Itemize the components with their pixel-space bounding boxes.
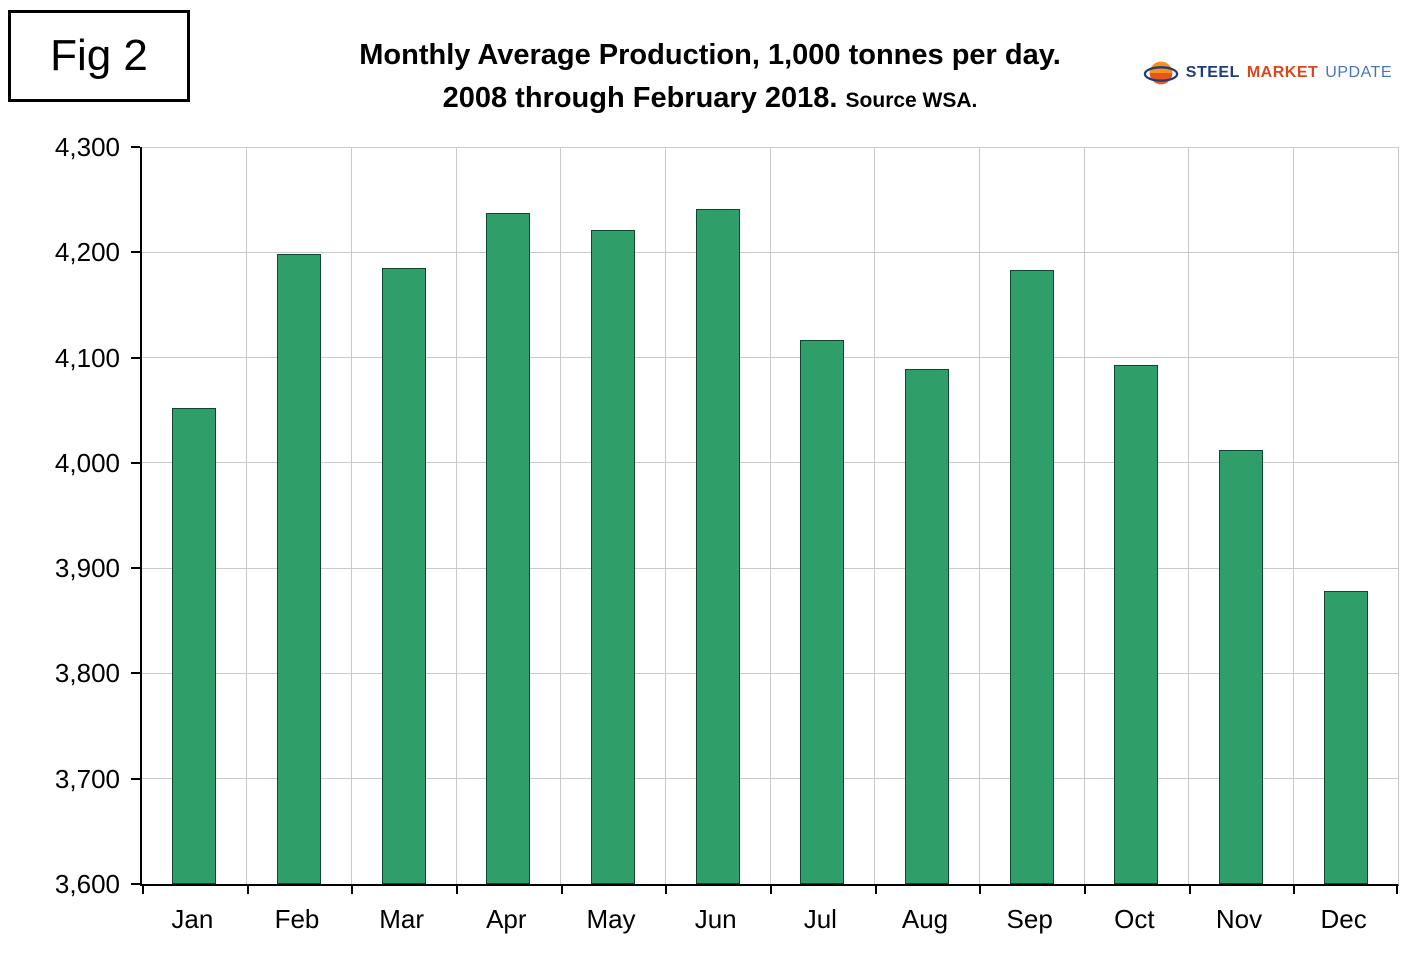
x-axis-category-label: May: [586, 904, 636, 934]
bar-nov: [1219, 450, 1263, 884]
logo-word-update: UPDATE: [1325, 64, 1392, 81]
smu-logo: STEEL MARKET UPDATE: [1143, 58, 1392, 88]
x-axis-labels: Jan Feb Mar Apr May Jun Jul Aug Sep Oct Nov Dec: [140, 894, 1396, 944]
x-axis-category-label: Mar: [379, 904, 425, 934]
vertical-gridline: [455, 147, 457, 884]
x-axis-category-label: Aug: [901, 904, 949, 934]
x-axis-category-label: Jul: [803, 904, 837, 934]
x-axis-tick: [770, 886, 772, 894]
chart-title-line2-text: 2008 through February 2018.: [442, 82, 838, 115]
y-axis-tick: [131, 777, 140, 780]
logo-word-steel: STEEL: [1185, 64, 1240, 81]
vertical-gridline: [769, 147, 771, 884]
chart-title-line1: Monthly Average Production, 1,000 tonnes…: [359, 39, 1061, 71]
x-axis-tick: [1396, 886, 1398, 894]
x-axis-tick: [142, 886, 144, 894]
y-axis-tick: [131, 461, 140, 464]
vertical-gridline: [1188, 147, 1190, 884]
chart-source-note: Source WSA.: [845, 89, 978, 113]
y-axis-tick-label: 3,900: [54, 553, 120, 584]
x-axis-category-label: Oct: [1114, 904, 1155, 934]
y-axis-tick: [131, 146, 140, 148]
x-axis-tick: [1188, 886, 1191, 894]
y-axis-tick-label: 3,600: [54, 869, 120, 899]
y-axis-tick-label: 4,200: [54, 237, 120, 268]
y-axis-tick: [131, 883, 140, 885]
vertical-gridline: [1292, 147, 1294, 884]
vertical-gridline: [560, 147, 562, 884]
x-axis-tick: [456, 886, 458, 894]
bar-jun: [695, 209, 740, 884]
bar-oct: [1114, 364, 1159, 884]
bar-mar: [381, 268, 426, 884]
x-axis-category-label: Apr: [486, 904, 527, 934]
y-axis-tick-label: 4,100: [54, 342, 120, 373]
y-axis-tick: [131, 567, 140, 570]
y-axis-tick-label: 3,700: [54, 763, 120, 794]
y-axis-tick-label: 4,000: [54, 447, 120, 478]
bar-jan: [172, 408, 217, 884]
bar-may: [591, 230, 635, 884]
bar-dec: [1323, 591, 1368, 884]
figure-label-box: Fig 2: [8, 10, 190, 102]
x-axis-tick: [979, 886, 982, 894]
x-axis-category-label: Nov: [1215, 904, 1263, 934]
logo-word-market: MARKET: [1246, 64, 1319, 81]
x-axis-tick: [246, 886, 249, 894]
bar-feb: [277, 254, 321, 884]
y-axis-tick: [131, 356, 140, 359]
bar-jul: [800, 339, 845, 884]
x-axis-category-label: Jun: [694, 904, 737, 934]
bar-apr: [486, 213, 531, 884]
x-axis-category-label: Dec: [1320, 904, 1367, 934]
x-axis-category-label: Sep: [1006, 904, 1053, 934]
y-axis-tick: [131, 672, 140, 675]
vertical-gridline: [978, 147, 980, 884]
vertical-gridline: [874, 147, 876, 884]
bar-sep: [1009, 270, 1054, 884]
y-axis-tick: [131, 251, 140, 254]
plot-area: [131, 146, 1399, 894]
chart-title-line2: 2008 through February 2018. Source WSA.: [190, 79, 1230, 118]
x-axis-category-label: Feb: [274, 904, 320, 934]
x-axis-tick: [1293, 886, 1296, 894]
x-axis-tick: [351, 886, 354, 894]
figure-label: Fig 2: [50, 31, 148, 80]
x-axis-tick: [1084, 886, 1086, 894]
x-axis-tick: [560, 886, 563, 894]
y-axis-tick-label: 4,300: [54, 132, 120, 162]
x-axis-category-label: Jan: [171, 904, 214, 934]
vertical-gridline: [350, 147, 352, 884]
x-axis-tick: [665, 886, 668, 894]
vertical-gridline: [664, 147, 666, 884]
vertical-gridline: [246, 147, 248, 884]
x-axis-tick: [874, 886, 877, 894]
chart-title: Monthly Average Production, 1,000 tonnes…: [190, 36, 1230, 118]
bar-aug: [905, 369, 949, 884]
y-axis-labels: 3,600 3,700 3,800 3,900 4,000 4,100 4,200 4,300: [0, 132, 120, 899]
y-axis-tick-label: 3,800: [54, 658, 120, 689]
vertical-gridline: [1083, 147, 1085, 884]
smu-globe-icon: [1143, 58, 1179, 88]
